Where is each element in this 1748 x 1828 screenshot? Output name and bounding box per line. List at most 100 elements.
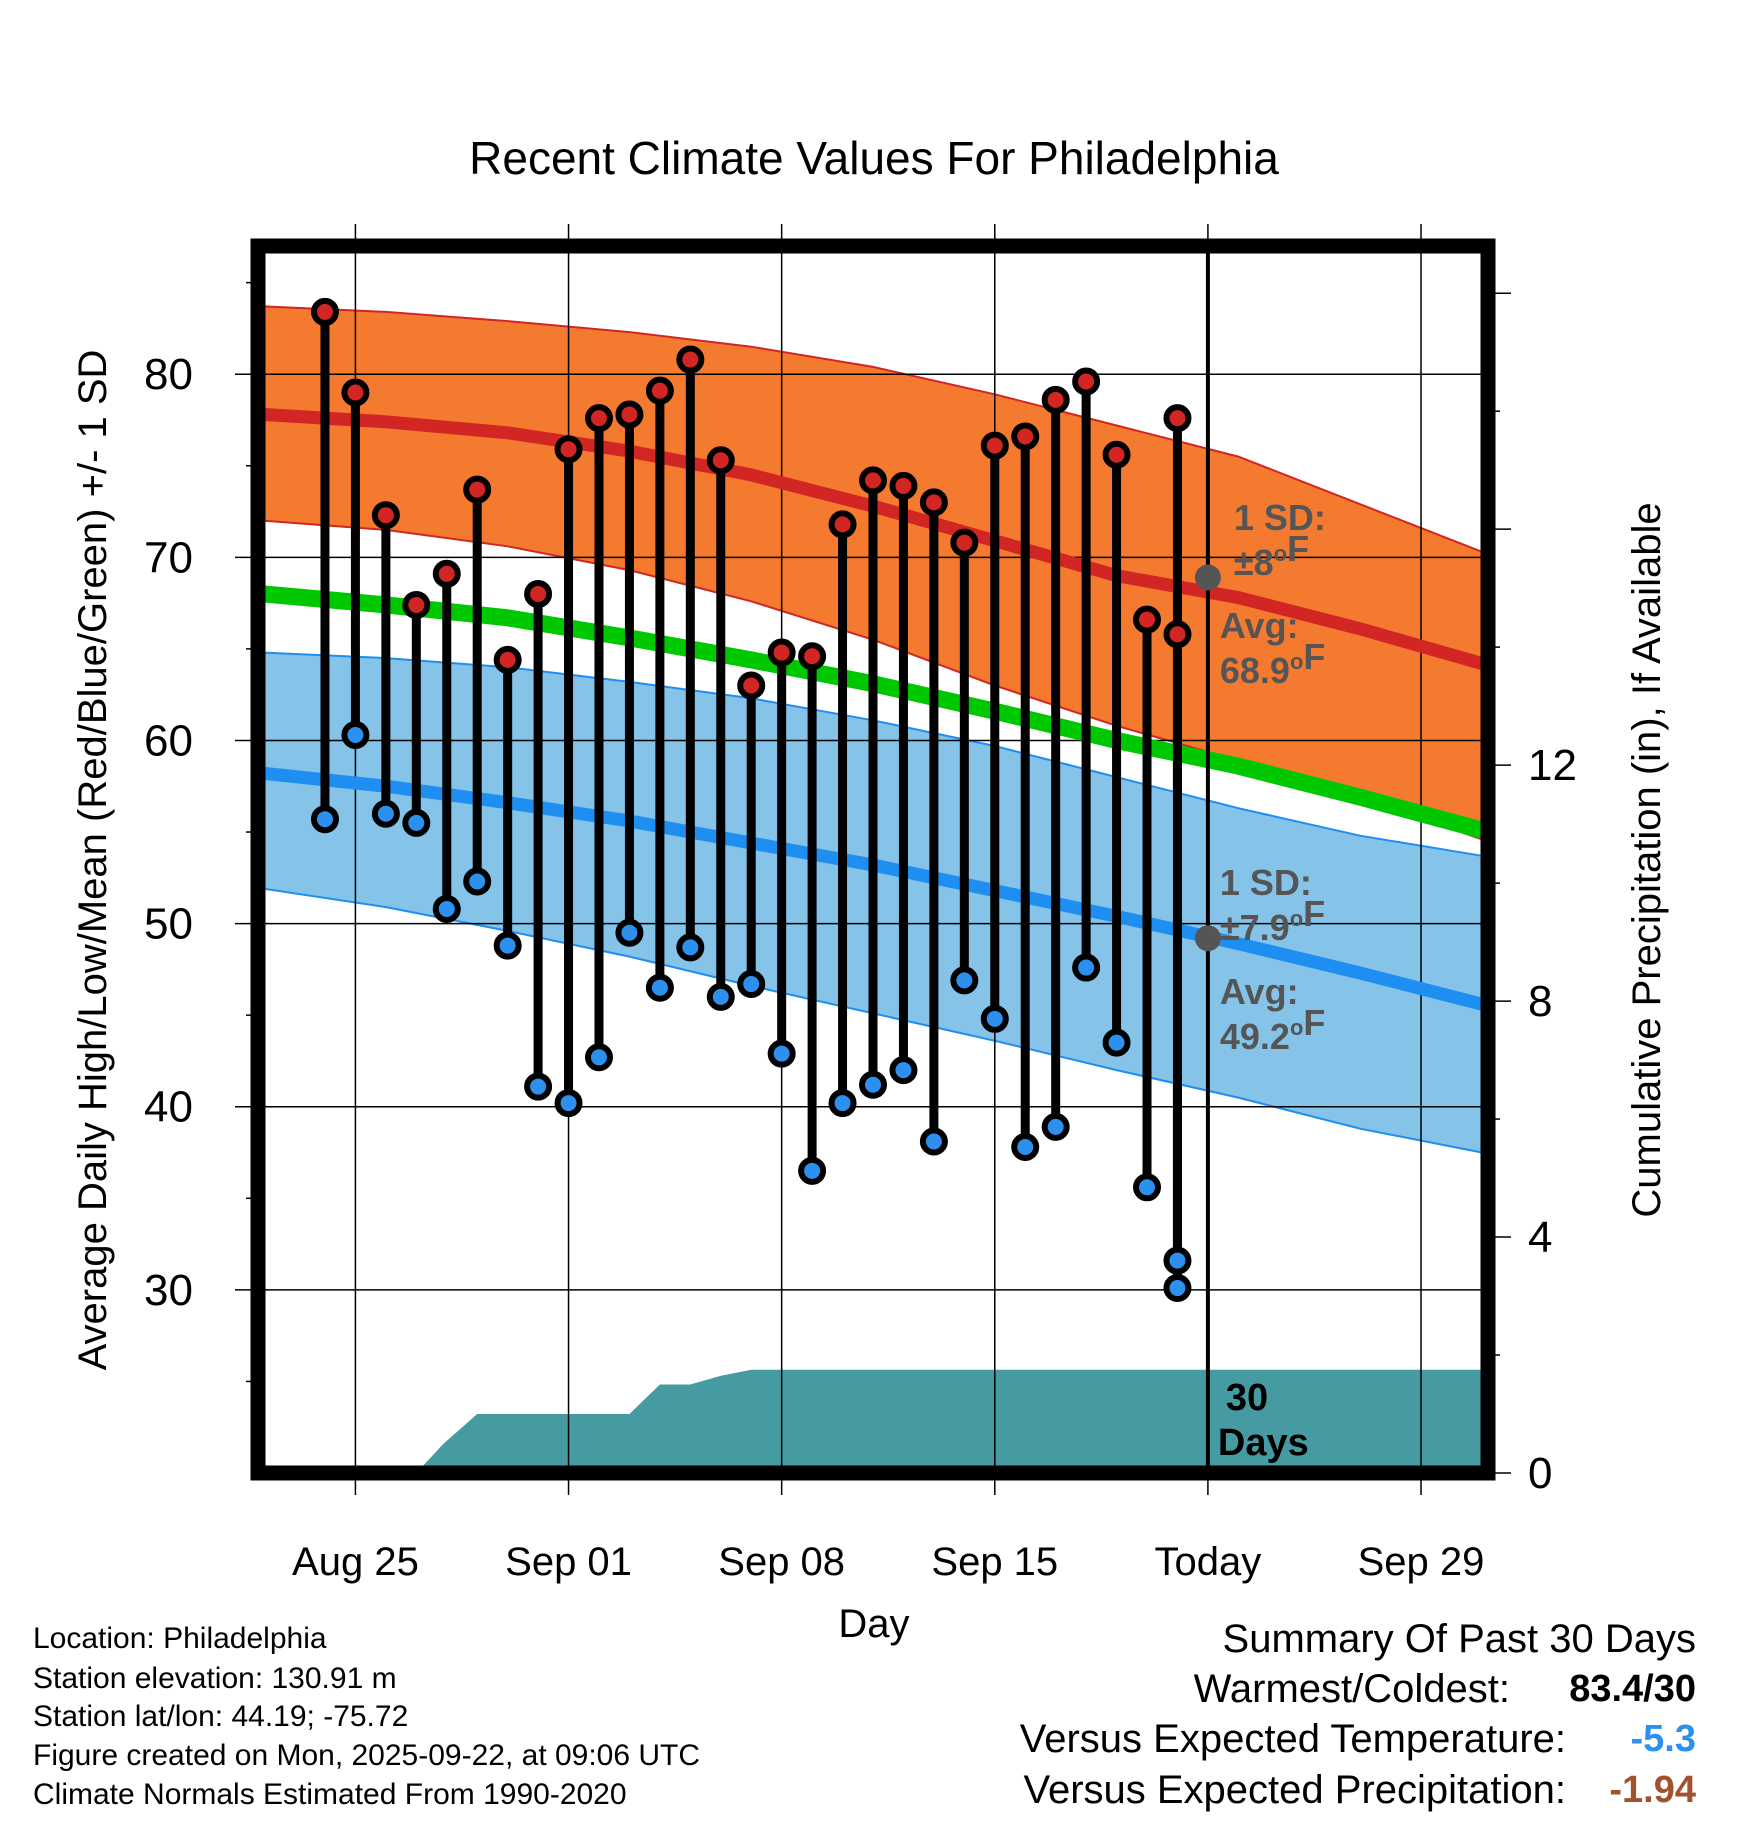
low-point-9 xyxy=(584,1043,613,1072)
low-point-14 xyxy=(737,970,766,999)
created-text: Figure created on Mon, 2025-09-22, at 09… xyxy=(33,1739,701,1772)
low-point-29 xyxy=(1163,1274,1192,1303)
high-point-11 xyxy=(645,376,674,405)
normals-text: Climate Normals Estimated From 1990-2020 xyxy=(33,1778,627,1811)
high-avg-label: Avg: xyxy=(1220,605,1299,646)
y-tick-label-40: 40 xyxy=(144,1083,193,1132)
y2-tick-label-0: 0 xyxy=(1528,1449,1552,1498)
high-point-29 xyxy=(1163,404,1192,433)
low-point-11 xyxy=(645,973,674,1002)
high-avg-marker xyxy=(1194,564,1221,591)
y-tick-label-50: 50 xyxy=(144,900,193,949)
temperature-label: Versus Expected Temperature: xyxy=(1019,1717,1566,1761)
x-tick-label-today: Today xyxy=(1155,1540,1262,1584)
low-sd-value: ±7.9oF xyxy=(1220,893,1325,948)
low-point-17 xyxy=(828,1089,857,1118)
days-count-label: 30 xyxy=(1226,1377,1268,1419)
summary-title: Summary Of Past 30 Days xyxy=(1222,1617,1696,1661)
low-point-16 xyxy=(798,1156,827,1185)
high-point-8 xyxy=(554,435,583,464)
low-point-19 xyxy=(889,1056,918,1085)
y2-tick-label-4: 4 xyxy=(1528,1213,1552,1262)
days-word-label: Days xyxy=(1218,1422,1309,1464)
low-point-24 xyxy=(1041,1112,1070,1141)
high-point-7 xyxy=(524,579,553,608)
low-point-13 xyxy=(706,982,735,1011)
high-point-22 xyxy=(980,431,1009,460)
low-point-8 xyxy=(554,1089,583,1118)
high-point-9 xyxy=(584,404,613,433)
high-point-15 xyxy=(767,638,796,667)
y-tick-label-60: 60 xyxy=(144,716,193,765)
precipitation-value: -1.94 xyxy=(1609,1769,1696,1811)
y2-tick-label-12: 12 xyxy=(1528,741,1577,790)
y2-tick-label-8: 8 xyxy=(1528,977,1552,1026)
high-point-13 xyxy=(706,446,735,475)
x-tick-label-sep-15: Sep 15 xyxy=(931,1540,1058,1584)
high-point-0 xyxy=(310,297,339,326)
high-point-16 xyxy=(798,642,827,671)
high-point-6 xyxy=(493,645,522,674)
high-point-4 xyxy=(432,559,461,588)
y-tick-label-80: 80 xyxy=(144,350,193,399)
x-tick-label-sep-01: Sep 01 xyxy=(505,1540,632,1584)
high-point-24 xyxy=(1041,385,1070,414)
low-point-5 xyxy=(463,867,492,896)
high-point-10 xyxy=(615,400,644,429)
high-point-26 xyxy=(1102,440,1131,469)
low-point-4 xyxy=(432,894,461,923)
high-point-3 xyxy=(402,590,431,619)
high-point-25 xyxy=(1072,367,1101,396)
location-text: Location: Philadelphia xyxy=(33,1622,327,1655)
chart-title: Recent Climate Values For Philadelphia xyxy=(469,132,1279,184)
high-point-18 xyxy=(859,466,887,495)
high-point-17 xyxy=(828,510,857,539)
plot-frame xyxy=(250,238,1496,1481)
high-point-1 xyxy=(341,378,370,407)
low-point-20 xyxy=(919,1127,948,1156)
x-tick-label-sep-29: Sep 29 xyxy=(1358,1540,1485,1584)
high-point-2 xyxy=(371,501,400,530)
x-tick-label-sep-08: Sep 08 xyxy=(718,1540,845,1584)
low-point-0 xyxy=(310,805,339,834)
low-point-18 xyxy=(859,1070,887,1099)
low-point-26 xyxy=(1102,1028,1131,1057)
low-point-2 xyxy=(371,799,400,828)
low-sd-label: 1 SD: xyxy=(1220,862,1312,903)
y-tick-label-30: 30 xyxy=(144,1266,193,1315)
x-tick-label-aug-25: Aug 25 xyxy=(292,1540,419,1584)
high-point-5 xyxy=(463,475,492,504)
low-point-3 xyxy=(402,808,431,837)
y-tick-label-70: 70 xyxy=(144,533,193,582)
precipitation-label: Versus Expected Precipitation: xyxy=(1023,1768,1566,1812)
temperature-value: -5.3 xyxy=(1630,1718,1696,1760)
high-point-14 xyxy=(737,671,766,700)
low-point-21 xyxy=(950,966,979,995)
y2-axis-label: Cumulative Precipitation (in), If Availa… xyxy=(1625,502,1669,1217)
low-point-7 xyxy=(524,1072,553,1101)
warmest-value: 83.4/30 xyxy=(1569,1668,1696,1710)
high-avg-value: 68.9oF xyxy=(1220,636,1326,691)
low-point-6 xyxy=(493,931,522,960)
latlon-text: Station lat/lon: 44.19; -75.72 xyxy=(33,1700,409,1733)
low-avg-label: Avg: xyxy=(1220,971,1299,1012)
high-point-27 xyxy=(1133,605,1162,634)
low-point-12 xyxy=(676,933,705,962)
high-point-20 xyxy=(919,488,948,517)
low-avg-value: 49.2oF xyxy=(1220,1002,1326,1057)
low-point-15 xyxy=(767,1039,796,1068)
low-avg-marker xyxy=(1194,925,1221,952)
high-sd-value: ±8oF xyxy=(1234,528,1309,583)
high-point-12 xyxy=(676,345,705,374)
y-axis-label: Average Daily High/Low/Mean (Red/Blue/Gr… xyxy=(71,350,115,1371)
low-point-10 xyxy=(615,918,644,947)
elevation-text: Station elevation: 130.91 m xyxy=(33,1662,397,1695)
high-point-19 xyxy=(889,471,918,500)
low-point-27 xyxy=(1133,1173,1162,1202)
warmest-label: Warmest/Coldest: xyxy=(1193,1667,1510,1711)
low-point-25 xyxy=(1072,953,1101,982)
high-point-28 xyxy=(1163,620,1192,649)
low-point-28 xyxy=(1163,1246,1192,1275)
low-point-23 xyxy=(1011,1133,1040,1162)
